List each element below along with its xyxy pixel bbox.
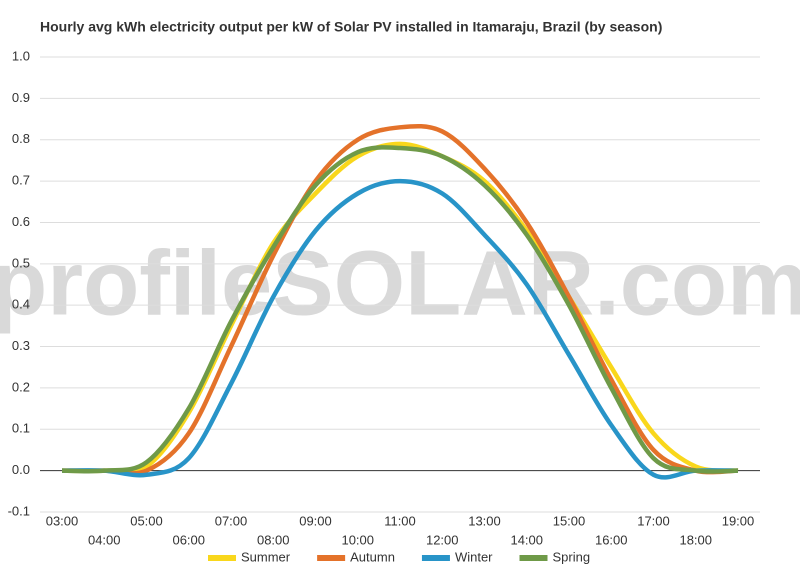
series-line — [61, 145, 739, 474]
x-tick-label: 15:00 — [553, 513, 586, 528]
x-tick-label: 08:00 — [257, 532, 290, 547]
y-tick-label: 0.0 — [12, 462, 30, 477]
legend-swatch — [519, 555, 548, 561]
legend-label: Spring — [553, 549, 591, 564]
chart-title: Hourly avg kWh electricity output per kW… — [40, 19, 662, 35]
x-tick-label: 16:00 — [595, 532, 628, 547]
x-tick-label: 05:00 — [130, 513, 163, 528]
y-tick-label: 0.7 — [12, 173, 30, 188]
x-tick-label: 11:00 — [384, 513, 416, 528]
legend-label: Summer — [241, 549, 291, 564]
x-tick-label: 03:00 — [46, 513, 79, 528]
y-tick-label: 0.8 — [12, 131, 30, 146]
y-tick-label: 0.5 — [12, 255, 30, 270]
legend-swatch — [317, 555, 346, 561]
x-tick-label: 19:00 — [722, 513, 755, 528]
x-tick-label: 12:00 — [426, 532, 459, 547]
y-tick-label: 0.6 — [12, 214, 30, 229]
x-tick-label: 10:00 — [341, 532, 374, 547]
series-line — [61, 178, 739, 480]
y-tick-label: -0.1 — [8, 503, 30, 518]
legend-label: Autumn — [350, 549, 395, 564]
y-tick-label: 0.3 — [12, 338, 30, 353]
x-tick-label: 04:00 — [88, 532, 121, 547]
y-tick-label: 1.0 — [12, 48, 30, 63]
watermark: profileSOLAR.com — [0, 232, 800, 334]
x-tick-label: 07:00 — [215, 513, 248, 528]
legend-label: Winter — [455, 549, 493, 564]
y-tick-label: 0.1 — [12, 421, 30, 436]
legend-swatch — [421, 555, 450, 561]
series-line — [61, 123, 739, 476]
x-tick-label: 18:00 — [679, 532, 712, 547]
legend-swatch — [208, 555, 236, 561]
y-tick-label: 0.2 — [12, 379, 30, 394]
x-tick-label: 17:00 — [637, 513, 670, 528]
y-tick-label: 0.4 — [12, 297, 30, 312]
x-tick-label: 14:00 — [510, 532, 543, 547]
series-line — [61, 141, 739, 475]
x-tick-label: 09:00 — [299, 513, 332, 528]
y-tick-label: 0.9 — [12, 90, 30, 105]
x-tick-label: 13:00 — [468, 513, 501, 528]
x-tick-label: 06:00 — [172, 532, 205, 547]
